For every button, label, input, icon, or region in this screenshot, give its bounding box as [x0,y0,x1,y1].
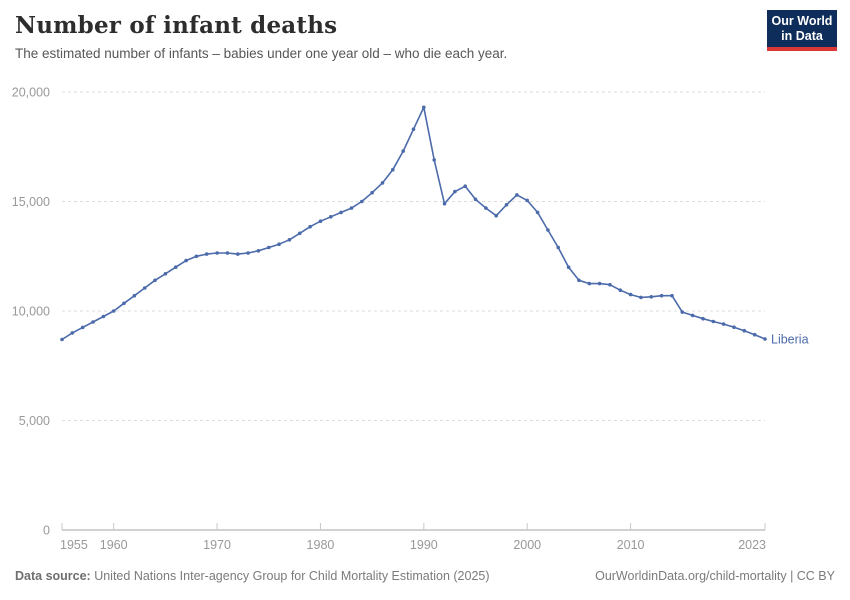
data-point[interactable] [721,322,726,326]
x-axis-tick-label: 1980 [307,538,335,552]
x-axis-tick-label: 2010 [617,538,645,552]
data-point[interactable] [628,292,633,297]
data-point[interactable] [566,265,571,270]
data-point[interactable] [298,231,302,236]
data-point[interactable] [401,149,406,153]
data-point[interactable] [473,197,478,202]
data-point[interactable] [380,181,385,185]
data-point[interactable] [680,310,685,314]
data-point[interactable] [349,206,354,210]
series-label[interactable]: Liberia [771,333,809,347]
owid-citation-link[interactable]: OurWorldinData.org/child-mortality | CC … [595,569,835,583]
data-point[interactable] [391,167,395,172]
data-point[interactable] [215,251,219,255]
data-point[interactable] [577,278,581,283]
data-point[interactable] [339,210,343,215]
data-point[interactable] [659,293,664,298]
data-point[interactable] [494,213,499,218]
data-point[interactable] [732,325,736,330]
data-point[interactable] [618,288,623,293]
chart-title: Number of infant deaths [15,12,338,39]
data-point[interactable] [504,203,509,207]
data-point[interactable] [742,328,747,333]
data-point[interactable] [132,293,137,298]
data-point[interactable] [111,309,116,313]
owid-logo[interactable]: Our World in Data [767,10,837,51]
data-point[interactable] [277,242,281,246]
data-point[interactable] [308,224,312,229]
data-point[interactable] [597,281,602,286]
data-point[interactable] [411,127,416,131]
data-point[interactable] [422,105,426,110]
data-point[interactable] [329,215,333,219]
liberia-data-line[interactable] [61,106,766,341]
x-axis-tick-label: 1955 [60,538,88,552]
x-axis-tick-label: 2023 [738,538,766,552]
data-point[interactable] [246,251,250,255]
data-point[interactable] [484,206,488,210]
data-point[interactable] [204,252,209,256]
y-axis-tick-label: 0 [43,524,50,538]
data-point[interactable] [556,245,560,250]
y-axis-tick-label: 20,000 [12,86,50,100]
x-axis-tick-label: 2000 [513,538,541,552]
y-axis-tick-label: 10,000 [12,305,50,319]
data-point[interactable] [318,219,323,223]
data-point[interactable] [153,278,157,283]
data-point[interactable] [236,252,240,256]
data-point[interactable] [608,282,612,287]
data-source-note: Data source: United Nations Inter-agency… [15,569,490,583]
data-point[interactable] [639,295,643,300]
data-point[interactable] [442,201,447,206]
data-point[interactable] [711,319,716,324]
data-point[interactable] [163,272,168,276]
data-point[interactable] [101,314,106,319]
owid-logo-line1: Our World [771,13,833,28]
data-point[interactable] [60,337,64,342]
data-point[interactable] [256,249,261,253]
data-point[interactable] [360,199,364,204]
data-point[interactable] [649,295,654,299]
data-point[interactable] [370,190,374,195]
chart-footer: Data source: United Nations Inter-agency… [15,569,835,583]
x-axis-tick-label: 1990 [410,538,438,552]
y-axis-tick-label: 5,000 [19,414,50,428]
x-axis-tick-label: 1960 [100,538,128,552]
x-axis-tick-label: 1970 [203,538,231,552]
data-point[interactable] [225,251,230,255]
chart-header: Number of infant deaths The estimated nu… [15,12,750,61]
data-point[interactable] [173,265,178,270]
data-point[interactable] [453,189,457,194]
data-point[interactable] [463,184,468,188]
data-point[interactable] [690,313,695,318]
data-point[interactable] [80,325,85,330]
data-point[interactable] [142,286,147,290]
data-point[interactable] [122,301,126,306]
data-point[interactable] [91,320,95,324]
data-point[interactable] [432,158,437,162]
data-point[interactable] [194,254,199,259]
data-point[interactable] [701,316,705,321]
data-point[interactable] [670,293,674,298]
data-source-text: United Nations Inter-agency Group for Ch… [90,569,490,583]
data-point[interactable] [763,337,767,341]
data-point[interactable] [525,198,529,203]
data-point[interactable] [515,193,519,197]
data-point[interactable] [535,210,540,215]
data-point[interactable] [70,331,75,335]
data-point[interactable] [546,228,550,232]
data-point[interactable] [752,332,757,337]
owid-logo-line2: in Data [781,28,823,43]
y-axis-tick-label: 15,000 [12,195,50,209]
chart-subtitle: The estimated number of infants – babies… [15,46,508,61]
data-source-label: Data source: [15,569,91,583]
data-point[interactable] [267,245,271,250]
data-point[interactable] [184,258,188,263]
data-point[interactable] [587,281,592,286]
data-point[interactable] [287,238,292,242]
